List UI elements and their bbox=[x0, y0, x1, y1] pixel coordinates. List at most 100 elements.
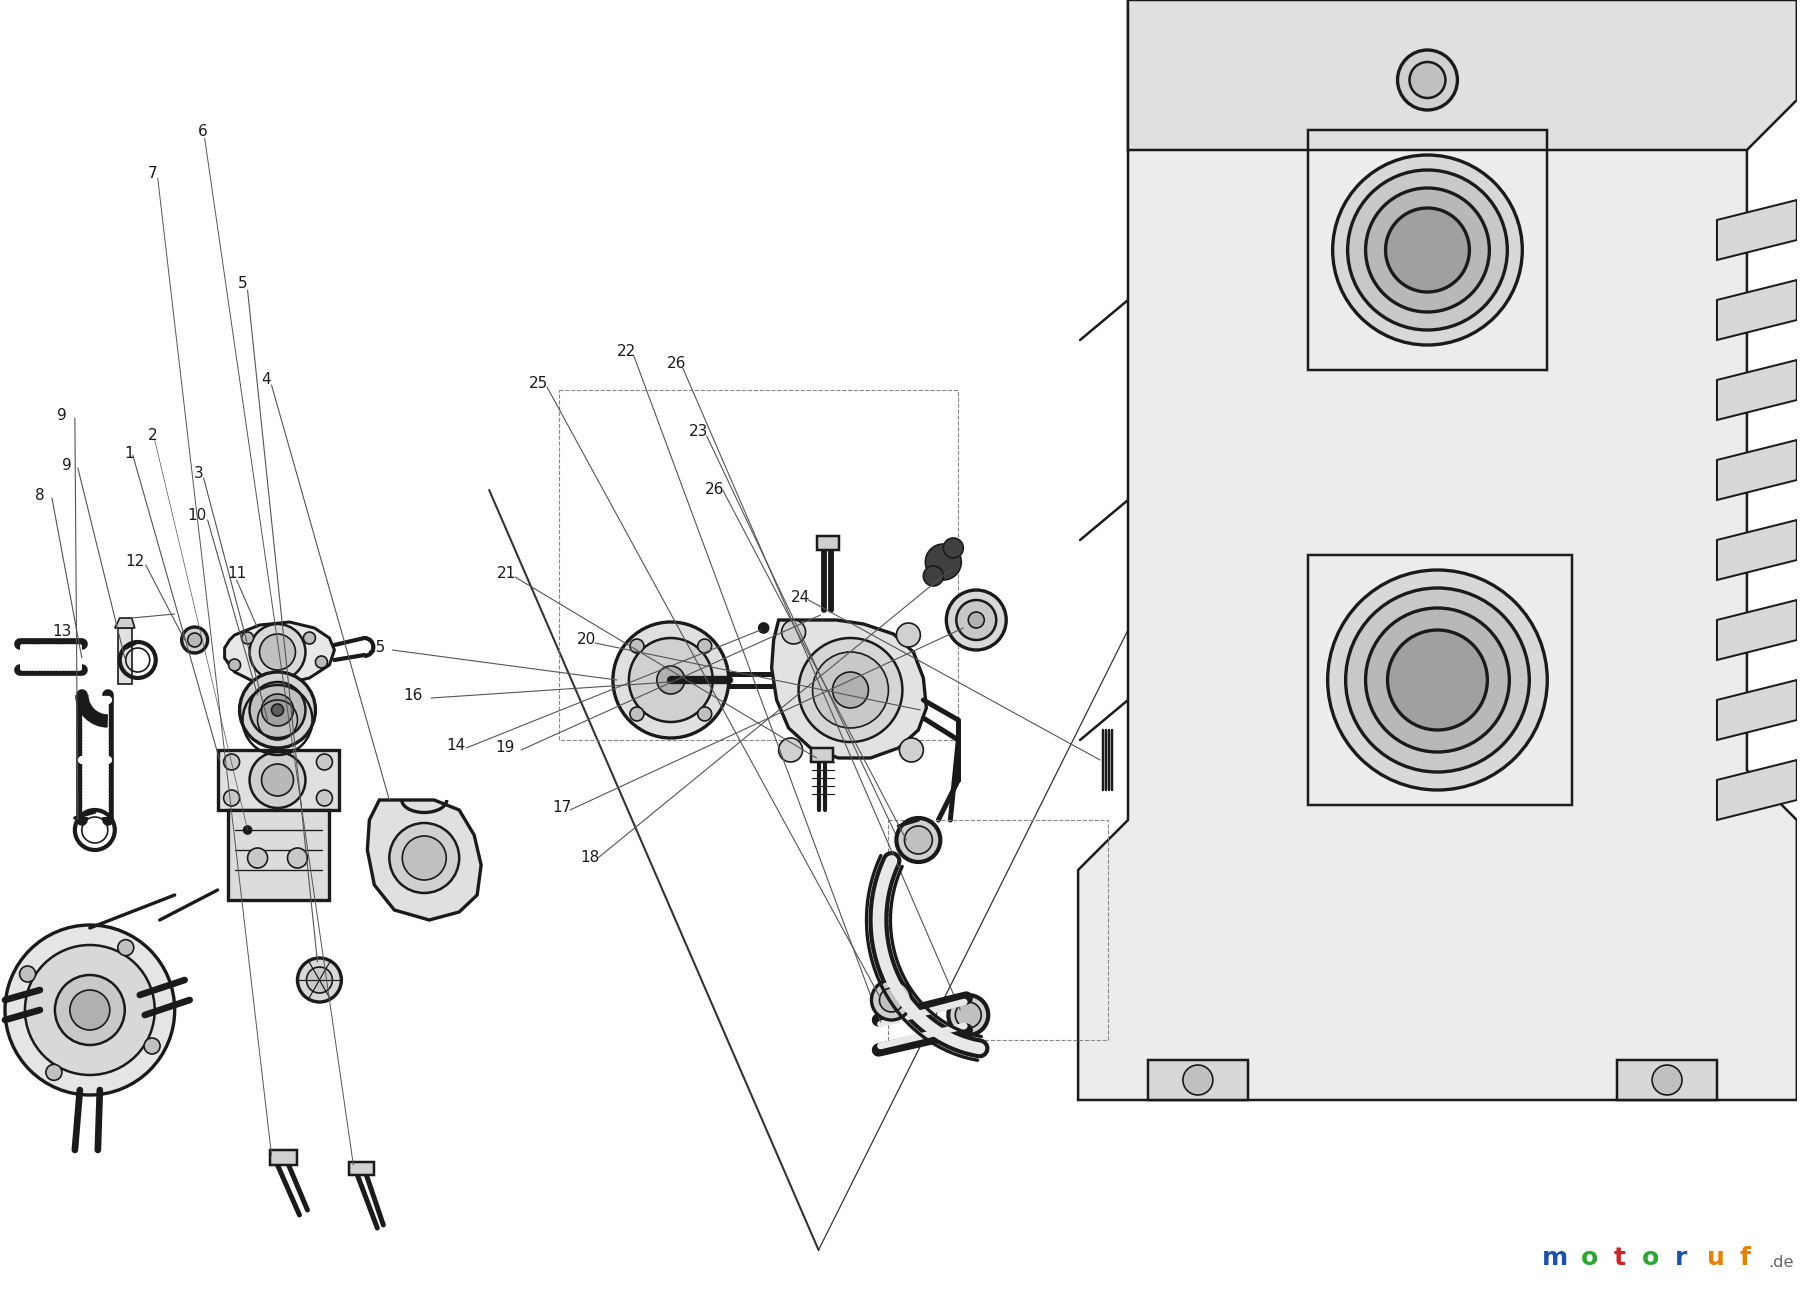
Text: 16: 16 bbox=[403, 688, 423, 703]
Text: u: u bbox=[1706, 1245, 1724, 1270]
Text: r: r bbox=[1674, 1245, 1687, 1270]
Circle shape bbox=[5, 924, 175, 1095]
Circle shape bbox=[250, 681, 306, 738]
Polygon shape bbox=[1717, 520, 1796, 581]
Circle shape bbox=[1388, 630, 1487, 731]
Circle shape bbox=[261, 694, 293, 725]
Text: 19: 19 bbox=[495, 741, 515, 755]
Circle shape bbox=[1348, 169, 1507, 330]
Circle shape bbox=[1328, 570, 1548, 790]
Text: 1: 1 bbox=[124, 446, 135, 460]
Text: 20: 20 bbox=[578, 632, 596, 648]
Circle shape bbox=[630, 639, 644, 653]
Circle shape bbox=[297, 958, 342, 1002]
Circle shape bbox=[1332, 155, 1523, 345]
Circle shape bbox=[833, 672, 868, 709]
Circle shape bbox=[956, 1002, 981, 1028]
Circle shape bbox=[223, 754, 239, 771]
Circle shape bbox=[947, 590, 1006, 650]
Polygon shape bbox=[772, 621, 927, 758]
Circle shape bbox=[1397, 50, 1458, 110]
Circle shape bbox=[1386, 208, 1469, 292]
Circle shape bbox=[306, 967, 333, 993]
Circle shape bbox=[47, 1064, 61, 1081]
Text: 21: 21 bbox=[497, 566, 517, 582]
Circle shape bbox=[25, 945, 155, 1074]
Text: 5: 5 bbox=[238, 277, 247, 291]
Text: o: o bbox=[1580, 1245, 1598, 1270]
Circle shape bbox=[401, 837, 446, 881]
Text: 8: 8 bbox=[34, 487, 45, 503]
Text: 9: 9 bbox=[58, 407, 67, 423]
Polygon shape bbox=[227, 809, 329, 900]
Bar bbox=[117, 628, 131, 684]
Circle shape bbox=[1183, 1065, 1213, 1095]
Circle shape bbox=[949, 996, 988, 1034]
Circle shape bbox=[799, 637, 902, 742]
Polygon shape bbox=[367, 800, 481, 921]
Text: 23: 23 bbox=[689, 424, 707, 440]
Polygon shape bbox=[1717, 200, 1796, 260]
Circle shape bbox=[288, 848, 308, 868]
Circle shape bbox=[187, 634, 202, 646]
Text: t: t bbox=[1613, 1245, 1625, 1270]
Text: 24: 24 bbox=[790, 591, 810, 605]
Text: f: f bbox=[1739, 1245, 1750, 1270]
Circle shape bbox=[1346, 588, 1530, 772]
Text: 4: 4 bbox=[261, 372, 272, 388]
Circle shape bbox=[956, 600, 995, 640]
Circle shape bbox=[56, 975, 124, 1045]
Circle shape bbox=[248, 848, 268, 868]
Polygon shape bbox=[1717, 680, 1796, 740]
Text: 26: 26 bbox=[706, 482, 724, 498]
Circle shape bbox=[925, 544, 961, 581]
Text: 3: 3 bbox=[194, 467, 203, 481]
Bar bbox=[270, 1149, 297, 1165]
Circle shape bbox=[614, 622, 729, 738]
Circle shape bbox=[943, 538, 963, 559]
Polygon shape bbox=[1717, 440, 1796, 500]
Circle shape bbox=[315, 656, 328, 668]
Text: 2: 2 bbox=[148, 428, 157, 443]
Circle shape bbox=[698, 707, 711, 721]
Polygon shape bbox=[1717, 281, 1796, 340]
Circle shape bbox=[968, 612, 985, 628]
Circle shape bbox=[1409, 62, 1445, 98]
Bar bbox=[1307, 131, 1548, 370]
Circle shape bbox=[317, 790, 333, 806]
Circle shape bbox=[223, 790, 239, 806]
Circle shape bbox=[261, 764, 293, 796]
Circle shape bbox=[1366, 608, 1510, 753]
Circle shape bbox=[657, 666, 684, 694]
Circle shape bbox=[239, 672, 315, 747]
Circle shape bbox=[779, 738, 803, 762]
Polygon shape bbox=[1129, 0, 1796, 150]
Circle shape bbox=[229, 659, 241, 671]
Polygon shape bbox=[1717, 760, 1796, 820]
Polygon shape bbox=[115, 618, 135, 628]
Text: 22: 22 bbox=[617, 344, 635, 359]
Circle shape bbox=[259, 634, 295, 670]
Circle shape bbox=[70, 990, 110, 1031]
Circle shape bbox=[117, 940, 133, 956]
Circle shape bbox=[20, 966, 36, 981]
Circle shape bbox=[1652, 1065, 1681, 1095]
Circle shape bbox=[923, 566, 943, 586]
Circle shape bbox=[144, 1038, 160, 1054]
Polygon shape bbox=[1148, 1060, 1247, 1100]
Bar bbox=[817, 537, 839, 550]
Circle shape bbox=[896, 818, 940, 862]
Text: .de: .de bbox=[1768, 1254, 1793, 1270]
Text: 11: 11 bbox=[227, 566, 247, 582]
Circle shape bbox=[628, 637, 713, 721]
Polygon shape bbox=[1078, 0, 1796, 1100]
Circle shape bbox=[272, 703, 283, 716]
Polygon shape bbox=[1717, 359, 1796, 420]
Text: 10: 10 bbox=[187, 508, 207, 524]
Circle shape bbox=[781, 621, 806, 644]
Text: 26: 26 bbox=[666, 357, 686, 371]
Circle shape bbox=[317, 754, 333, 771]
Circle shape bbox=[758, 623, 769, 634]
Text: 12: 12 bbox=[126, 553, 146, 569]
Text: 13: 13 bbox=[52, 625, 72, 640]
